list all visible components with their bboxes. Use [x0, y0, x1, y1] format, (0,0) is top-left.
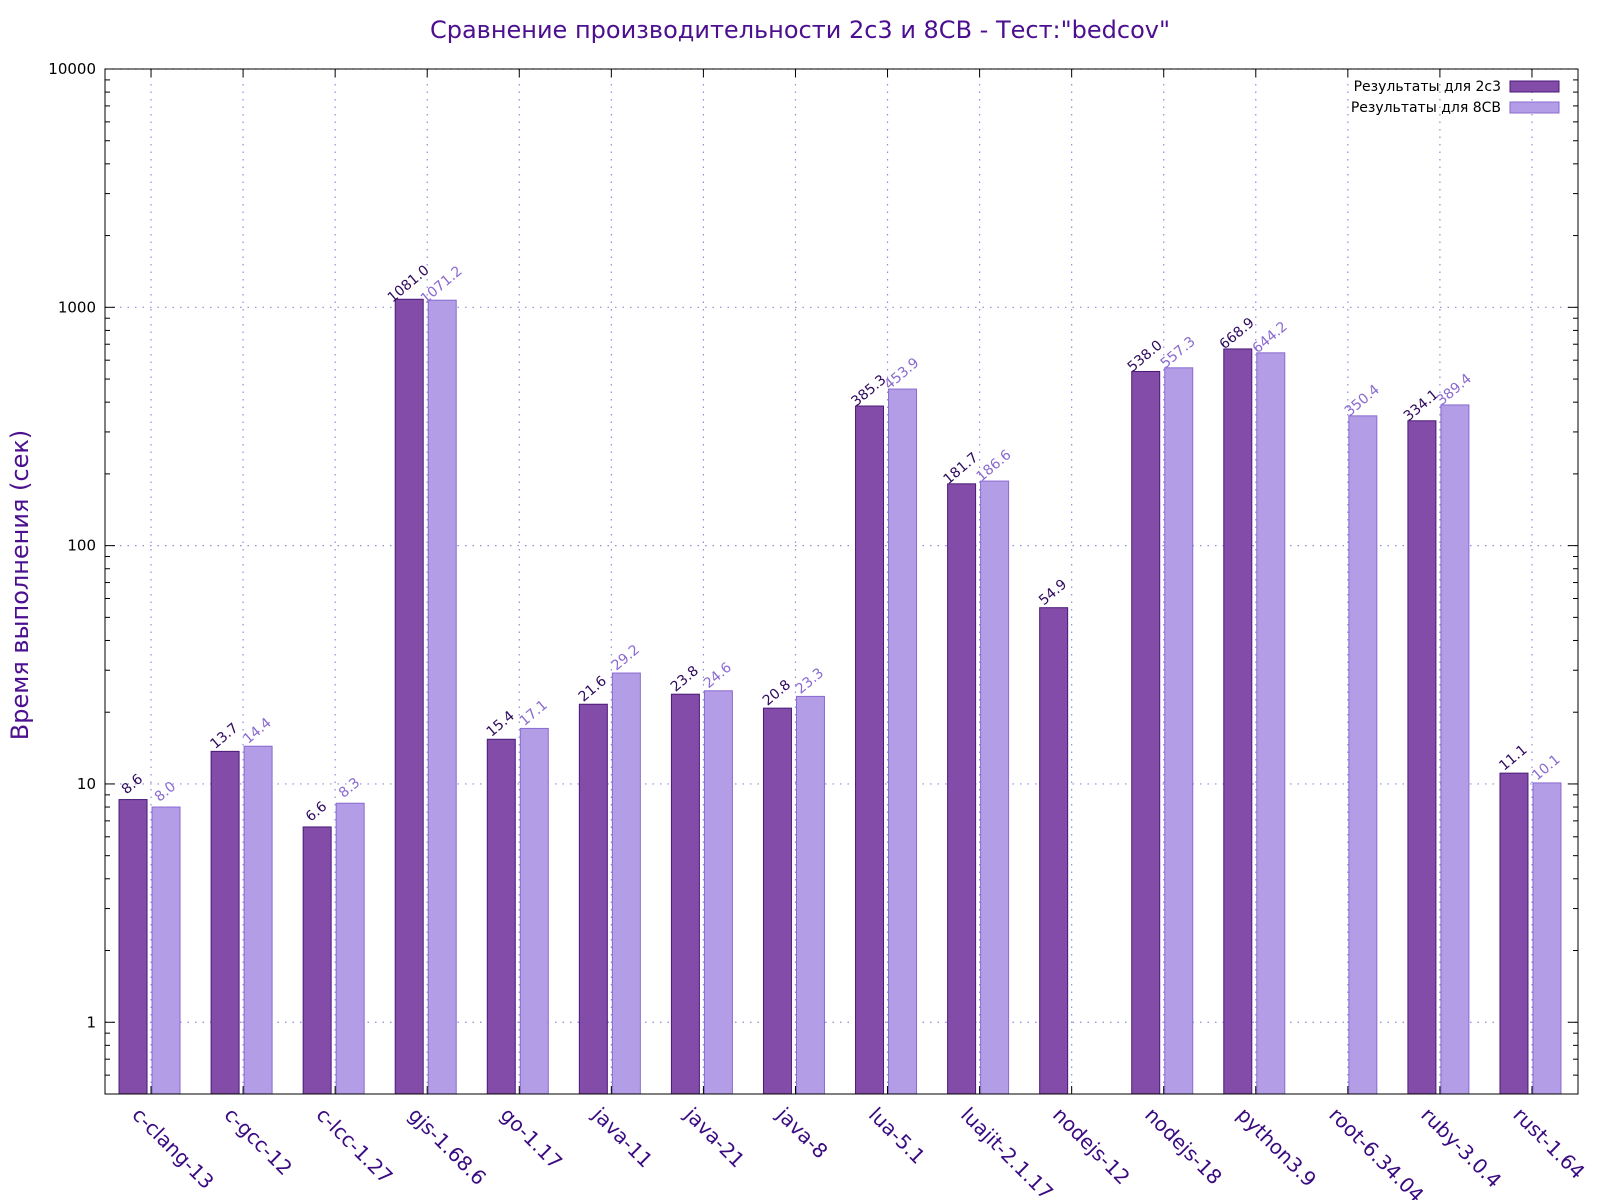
x-tick-label: ruby-3.0.4 — [1416, 1103, 1506, 1193]
legend-label: Результаты для 2с3 — [1354, 79, 1501, 95]
x-tick-label: root-6.34.04 — [1324, 1103, 1428, 1200]
bar — [762, 707, 792, 1095]
legend-swatch — [1509, 80, 1560, 93]
legend-swatch — [1509, 101, 1560, 114]
data-label: 14.4 — [240, 715, 274, 747]
bars — [118, 298, 1562, 1095]
data-label: 453.9 — [881, 355, 922, 393]
data-label: 10.1 — [1529, 752, 1563, 784]
chart-title: Сравнение производительности 2с3 и 8СВ -… — [430, 16, 1170, 44]
x-tick-label: gjs-1.68.6 — [404, 1103, 491, 1190]
x-tick-label: go-1.17 — [496, 1103, 567, 1174]
y-axis-ticks: 1 10 100 1000 10000 — [48, 60, 1578, 1095]
bar — [1164, 367, 1194, 1095]
data-label: 24.6 — [701, 660, 735, 692]
data-label: 538.0 — [1125, 337, 1166, 375]
x-tick-label: c-clang-13 — [127, 1103, 218, 1194]
bar — [519, 727, 549, 1095]
x-tick-label: nodejs-12 — [1048, 1103, 1135, 1190]
bar — [394, 298, 424, 1095]
y-tick-label: 1 — [86, 1013, 96, 1031]
bar — [427, 299, 457, 1095]
bar — [1407, 420, 1437, 1095]
bar — [1131, 370, 1161, 1095]
bar — [670, 693, 700, 1095]
legend-label: Результаты для 8СВ — [1351, 100, 1501, 116]
bar — [980, 480, 1010, 1095]
bar — [1348, 415, 1378, 1095]
data-label: 29.2 — [609, 642, 643, 674]
x-tick-label: c-lcc-1.27 — [312, 1103, 398, 1189]
y-tick-label: 1000 — [58, 298, 96, 316]
bar — [795, 695, 825, 1095]
bar — [888, 388, 918, 1095]
x-tick-label: rust-1.64 — [1508, 1103, 1589, 1184]
data-label: 23.8 — [668, 663, 702, 695]
data-label: 334.1 — [1401, 387, 1442, 425]
x-tick-label: c-gcc-12 — [220, 1103, 297, 1180]
bar — [578, 703, 608, 1095]
data-label: 8.6 — [119, 771, 146, 798]
bar — [1256, 352, 1286, 1095]
data-label: 13.7 — [207, 720, 241, 752]
data-label: 54.9 — [1036, 576, 1070, 608]
data-label: 23.3 — [793, 665, 827, 697]
data-label: 181.7 — [941, 450, 982, 488]
bar — [703, 690, 733, 1095]
x-tick-label: lua-5.1 — [864, 1103, 930, 1169]
bar — [151, 806, 181, 1095]
bar — [486, 738, 516, 1095]
data-label: 8.3 — [336, 775, 363, 802]
data-label: 20.8 — [760, 677, 794, 709]
x-tick-label: python3.9 — [1232, 1103, 1321, 1192]
bar — [302, 826, 332, 1095]
data-label: 11.1 — [1496, 742, 1530, 774]
data-label: 385.3 — [848, 372, 889, 410]
y-tick-label: 10 — [77, 775, 96, 793]
bar — [335, 802, 365, 1095]
bar — [1223, 348, 1253, 1095]
data-label: 17.1 — [517, 697, 551, 729]
bar — [243, 745, 273, 1095]
bar — [1532, 782, 1562, 1095]
data-label: 350.4 — [1342, 382, 1383, 420]
y-tick-label: 100 — [67, 537, 96, 555]
y-axis-label: Время выполнения (сек) — [6, 430, 34, 740]
x-tick-label: java-8 — [771, 1102, 832, 1163]
data-label: 8.0 — [152, 779, 179, 806]
x-tick-label: java-11 — [587, 1102, 657, 1172]
legend: Результаты для 2с3 Результаты для 8СВ — [1351, 79, 1560, 116]
x-tick-label: luajit-2.1.17 — [956, 1103, 1058, 1200]
bar — [118, 799, 148, 1095]
bar — [947, 483, 977, 1095]
bar — [210, 750, 240, 1095]
plot-frame — [104, 68, 1579, 1095]
bar — [1039, 607, 1069, 1095]
data-label: 21.6 — [576, 673, 610, 705]
x-tick-label: nodejs-18 — [1140, 1103, 1227, 1190]
bar — [1440, 404, 1470, 1095]
data-label: 15.4 — [484, 708, 518, 740]
bar — [611, 672, 641, 1095]
data-label: 6.6 — [303, 799, 330, 826]
bar — [855, 405, 885, 1095]
bar — [1499, 772, 1529, 1095]
y-tick-label: 10000 — [48, 60, 96, 78]
x-tick-label: java-21 — [679, 1102, 749, 1172]
